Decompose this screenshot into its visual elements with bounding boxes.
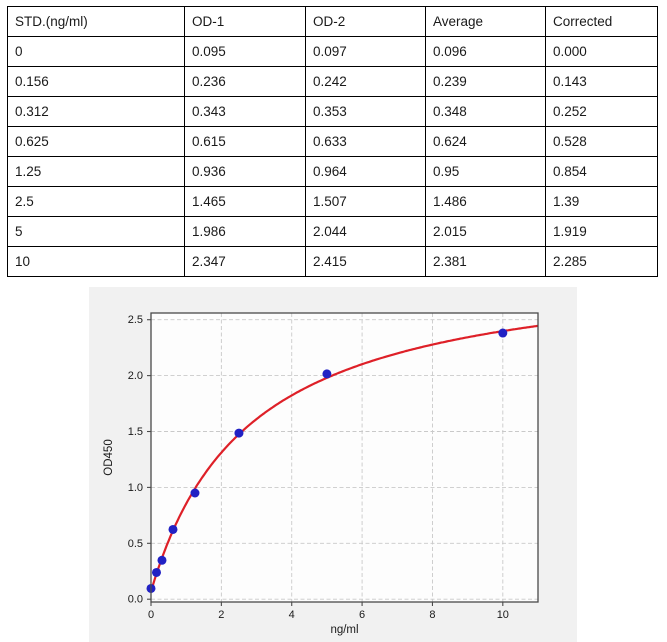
table-cell: 1.507	[305, 186, 426, 217]
table-cell: 0.242	[305, 66, 426, 97]
table-cell: 1.986	[184, 216, 306, 247]
table-row: 0.312 0.343 0.353 0.348 0.252	[7, 96, 658, 127]
table-cell: 2.381	[425, 246, 546, 277]
table-cell: 2.347	[184, 246, 306, 277]
table-body: 0 0.095 0.097 0.096 0.000 0.156 0.236 0.242 0.23…	[7, 36, 658, 277]
y-tick-label: 2.0	[128, 370, 143, 382]
table-cell: 5	[7, 216, 185, 247]
x-axis: 0 2 4 6 8 10	[148, 602, 509, 621]
table-cell: 2.415	[305, 246, 426, 277]
table-cell: 1.465	[184, 186, 306, 217]
table-cell: 0.252	[545, 96, 658, 127]
table-cell: 0.936	[184, 156, 306, 187]
y-tick-label: 0.5	[128, 538, 143, 550]
y-axis: 0.0 0.5 1.0 1.5 2.0 2.5	[128, 314, 151, 606]
table-cell: 0.095	[184, 36, 306, 67]
header-cell: OD-1	[184, 6, 306, 37]
standard-curve-figure: 0 2 4 6 8 10 0.0 0.5 1.0 1.5 2.0 2.5 ng/ml OD450	[89, 287, 577, 642]
table-cell: 0.95	[425, 156, 546, 187]
data-point	[322, 369, 332, 379]
x-tick-label: 2	[218, 609, 224, 621]
x-tick-label: 10	[497, 609, 509, 621]
table-cell: 0.348	[425, 96, 546, 127]
data-point	[190, 488, 200, 498]
data-point	[157, 555, 167, 565]
data-point	[168, 524, 178, 534]
table-cell: 2.044	[305, 216, 426, 247]
plot-area	[151, 313, 538, 602]
table-cell: 0.097	[305, 36, 426, 67]
table-cell: 0.000	[545, 36, 658, 67]
y-tick-label: 1.0	[128, 482, 143, 494]
y-tick-label: 1.5	[128, 426, 143, 438]
table-cell: 0.096	[425, 36, 546, 67]
table-cell: 0.343	[184, 96, 306, 127]
data-point	[151, 567, 161, 577]
x-tick-label: 0	[148, 609, 154, 621]
table-cell: 1.486	[425, 186, 546, 217]
data-points	[146, 328, 508, 593]
table-cell: 1.919	[545, 216, 658, 247]
data-point	[234, 428, 244, 438]
y-axis-label: OD450	[103, 439, 115, 475]
table-header-row: STD.(ng/ml) OD-1 OD-2 Average Corrected	[7, 6, 658, 37]
x-tick-label: 6	[359, 609, 365, 621]
table-cell: 0.615	[184, 126, 306, 157]
standard-data-table: STD.(ng/ml) OD-1 OD-2 Average Corrected 0 0.0…	[7, 6, 658, 277]
table-cell: 0.625	[7, 126, 185, 157]
table-cell: 1.39	[545, 186, 658, 217]
table-cell: 0.239	[425, 66, 546, 97]
table-cell: 0	[7, 36, 185, 67]
header-cell: Corrected	[545, 6, 658, 37]
plot-border	[150, 312, 539, 603]
x-tick-label: 4	[289, 609, 295, 621]
table-cell: 0.143	[545, 66, 658, 97]
x-tick-label: 8	[429, 609, 435, 621]
header-cell: STD.(ng/ml)	[7, 6, 185, 37]
table-cell: 0.312	[7, 96, 185, 127]
table-cell: 0.854	[545, 156, 658, 187]
x-axis-label: ng/ml	[330, 624, 358, 636]
header-cell: OD-2	[305, 6, 426, 37]
standard-curve-chart: 0 2 4 6 8 10 0.0 0.5 1.0 1.5 2.0 2.5 ng/ml OD450	[103, 312, 539, 636]
table-cell: 2.285	[545, 246, 658, 277]
table-row: 0.156 0.236 0.242 0.239 0.143	[7, 66, 658, 97]
table-cell: 0.236	[184, 66, 306, 97]
table-row: 1.25 0.936 0.964 0.95 0.854	[7, 156, 658, 187]
table-header: STD.(ng/ml) OD-1 OD-2 Average Corrected	[7, 6, 658, 37]
table-row: 0 0.095 0.097 0.096 0.000	[7, 36, 658, 67]
table-row: 2.5 1.465 1.507 1.486 1.39	[7, 186, 658, 217]
y-tick-label: 0.0	[128, 594, 143, 606]
gridlines	[150, 313, 538, 602]
table-cell: 0.156	[7, 66, 185, 97]
table-cell: 0.633	[305, 126, 426, 157]
fit-line	[149, 324, 539, 592]
data-point	[498, 328, 508, 338]
table-cell: 0.964	[305, 156, 426, 187]
table-cell: 2.015	[425, 216, 546, 247]
table-cell: 1.25	[7, 156, 185, 187]
table-row: 10 2.347 2.415 2.381 2.285	[7, 246, 658, 277]
table-cell: 0.624	[425, 126, 546, 157]
table-cell: 0.353	[305, 96, 426, 127]
table-row: 0.625 0.615 0.633 0.624 0.528	[7, 126, 658, 157]
header-cell: Average	[425, 6, 546, 37]
y-tick-label: 2.5	[128, 314, 143, 326]
table-cell: 0.528	[545, 126, 658, 157]
table-row: 5 1.986 2.044 2.015 1.919	[7, 216, 658, 247]
table-cell: 2.5	[7, 186, 185, 217]
table-cell: 10	[7, 246, 185, 277]
